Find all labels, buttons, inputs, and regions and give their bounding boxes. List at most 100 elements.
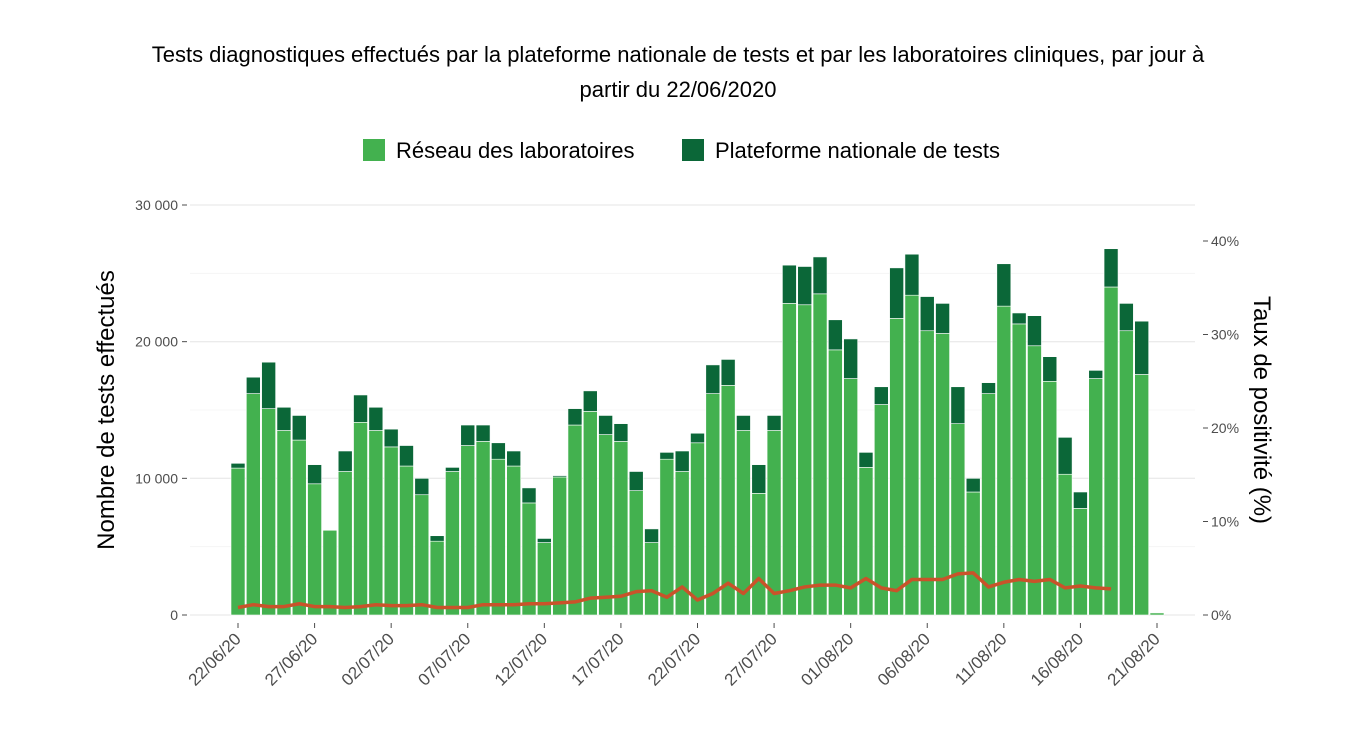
bar-plateforme-14/07 [567,408,583,426]
bar-laboratoires-05/08 [904,294,920,616]
bar-laboratoires-20/08 [1134,374,1149,616]
bar-plateforme-20/07 [659,452,675,460]
bar-plateforme-30/06 [353,394,368,423]
bar-laboratoires-30/07 [812,293,828,616]
bar-laboratoires-20/07 [659,458,675,616]
bar-plateforme-24/07 [720,359,736,386]
y2-tick-label: 30% [1211,327,1239,343]
y-tick-label: 30 000 [135,197,178,213]
bar-plateforme-19/08 [1119,303,1134,332]
bar-plateforme-15/08 [1057,437,1073,475]
x-tick-label: 27/07/20 [721,629,781,689]
bar-laboratoires-21/07 [674,471,690,616]
bar-laboratoires-26/07 [751,493,767,616]
bar-laboratoires-06/08 [919,330,935,616]
bar-laboratoires-19/08 [1119,330,1134,616]
bar-laboratoires-25/06 [276,430,292,616]
legend-label-plateforme: Plateforme nationale de tests [715,138,1000,163]
bar-plateforme-24/06 [261,361,276,409]
bar-plateforme-14/08 [1042,356,1058,382]
bar-laboratoires-07/08 [935,333,950,616]
bar-plateforme-16/08 [1073,491,1088,509]
x-tick-label: 21/08/20 [1104,629,1164,689]
bar-laboratoires-24/07 [720,385,736,616]
bar-plateforme-04/08 [889,267,904,319]
bar-laboratoires-18/07 [628,490,644,616]
bar-plateforme-16/07 [598,415,613,435]
bar-laboratoires-26/06 [291,439,307,616]
bar-laboratoires-17/07 [613,441,629,616]
bar-laboratoires-01/07 [368,430,384,616]
bar-laboratoires-08/08 [950,423,966,616]
bar-laboratoires-16/07 [598,434,613,616]
bar-laboratoires-22/06 [230,467,246,616]
bar-laboratoires-28/06 [322,529,338,616]
bar-plateforme-04/07 [414,478,430,496]
bar-laboratoires-02/07 [383,446,399,616]
y2-tick-label: 20% [1211,420,1239,436]
bar-plateforme-30/07 [812,256,828,295]
bar-plateforme-01/07 [368,406,384,431]
bar-plateforme-11/08 [996,263,1012,307]
bar-plateforme-02/08 [858,452,874,468]
y2-tick-label: 0% [1211,607,1231,623]
bar-plateforme-09/08 [965,478,981,493]
bar-laboratoires-04/07 [414,494,430,616]
bar-laboratoires-03/07 [399,465,414,616]
bar-laboratoires-06/07 [445,471,460,616]
bar-laboratoires-04/08 [889,318,904,616]
bar-plateforme-05/07 [429,535,445,542]
bar-laboratoires-16/08 [1073,508,1088,616]
bar-plateforme-13/07 [552,475,567,478]
bar-laboratoires-22/07 [690,442,705,616]
bar-plateforme-10/08 [981,382,996,394]
bar-laboratoires-10/07 [506,465,522,616]
bar-laboratoires-23/07 [705,393,721,616]
legend: Réseau des laboratoires Plateforme natio… [363,138,1000,163]
y-axis-label: Nombre de tests effectués [93,270,120,550]
bar-laboratoires-21/08 [1149,612,1165,616]
bar-plateforme-06/07 [445,467,460,472]
bar-laboratoires-23/06 [246,393,261,616]
bar-laboratoires-13/08 [1027,345,1042,616]
bar-plateforme-10/07 [506,450,522,467]
bar-plateforme-13/08 [1027,315,1042,347]
bar-laboratoires-15/07 [582,411,598,616]
bar-plateforme-21/07 [674,450,690,472]
bar-plateforme-27/06 [307,464,322,485]
y2-axis-label: Taux de positivité (%) [1248,296,1275,524]
bar-laboratoires-09/07 [491,458,506,616]
bar-laboratoires-19/07 [644,542,659,616]
bar-plateforme-18/08 [1103,248,1119,288]
y2-tick-label: 10% [1211,514,1239,530]
y2-tick-label: 40% [1211,233,1239,249]
bar-plateforme-25/07 [736,415,751,431]
x-axis: 22/06/20 27/06/20 02/07/20 07/07/20 12/07/20… [185,623,1164,690]
bar-laboratoires-29/06 [337,471,353,616]
bar-plateforme-22/07 [690,432,705,444]
legend-swatch-plateforme [682,139,704,161]
bar-plateforme-25/06 [276,406,292,431]
bar-plateforme-29/06 [337,450,353,472]
bar-plateforme-18/07 [628,471,644,491]
bar-laboratoires-18/08 [1103,286,1119,616]
bars [230,248,1165,616]
positivity-line-group [237,571,1112,610]
bar-plateforme-17/08 [1088,370,1104,379]
y-axis-left: 0 10 000 20 000 30 000 [135,197,187,623]
positivity-line [237,571,1112,610]
bar-plateforme-09/07 [491,442,506,460]
bar-laboratoires-30/06 [353,421,368,616]
chart-title-line1: Tests diagnostiques effectués par la pla… [152,42,1205,67]
y-tick-label: 20 000 [135,334,178,350]
x-tick-label: 11/08/20 [951,629,1010,688]
y-axis-right: 0% 10% 20% 30% 40% [1203,233,1239,623]
bar-plateforme-02/07 [383,428,399,448]
legend-label-laboratoires: Réseau des laboratoires [396,138,634,163]
bar-laboratoires-08/07 [475,441,491,616]
bar-plateforme-29/07 [797,266,813,306]
bar-plateforme-08/08 [950,386,966,424]
bar-plateforme-12/07 [537,538,552,543]
x-tick-label: 16/08/20 [1027,629,1087,689]
